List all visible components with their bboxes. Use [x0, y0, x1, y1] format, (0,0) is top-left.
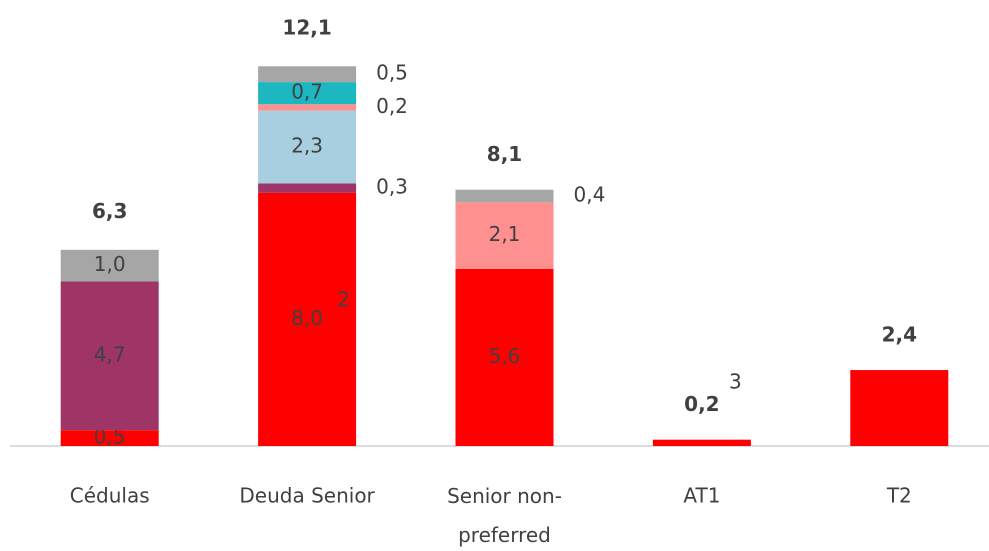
value-label: 0,7 [291, 80, 323, 104]
value-label: 0,3 [376, 175, 408, 199]
total-label: 2,4 [882, 323, 917, 347]
total-label: 8,1 [487, 142, 522, 166]
value-label: 1,0 [94, 252, 126, 276]
bar-segment [652, 439, 751, 446]
total-label: 12,1 [282, 16, 331, 40]
footnote-marker: 2 [337, 288, 350, 312]
x-tick-label: Cédulas [70, 484, 150, 508]
bar-segment [60, 281, 159, 431]
bar-segment [258, 82, 357, 105]
bar-segment [258, 104, 357, 111]
bar-segment [455, 189, 554, 203]
x-tick-label: AT1 [683, 484, 720, 508]
bar-segment [60, 430, 159, 446]
value-label: 2,1 [489, 222, 521, 246]
value-label: 0,5 [376, 61, 408, 85]
value-label: 0,4 [574, 183, 606, 207]
x-tick-label: Deuda Senior [239, 484, 375, 508]
value-label: 4,7 [94, 342, 126, 366]
total-label: 0,2 [684, 392, 719, 416]
total-label: 6,3 [92, 199, 127, 223]
bar-segment [258, 66, 357, 83]
value-label: 2,3 [291, 133, 323, 157]
bar-segment [258, 110, 357, 184]
bar-segment [60, 249, 159, 282]
bar-segment [455, 202, 554, 269]
value-label: 8,0 [291, 306, 323, 330]
bar-segment [455, 268, 554, 446]
value-label: 0,2 [376, 94, 408, 118]
footnote-marker: 3 [729, 370, 742, 394]
x-tick-label: Senior non-preferred [447, 484, 562, 547]
bar-segment [258, 192, 357, 446]
x-tick-label: T2 [886, 484, 912, 508]
bar-segment [850, 370, 949, 446]
bar-segment [258, 183, 357, 193]
value-label: 5,6 [489, 344, 521, 368]
